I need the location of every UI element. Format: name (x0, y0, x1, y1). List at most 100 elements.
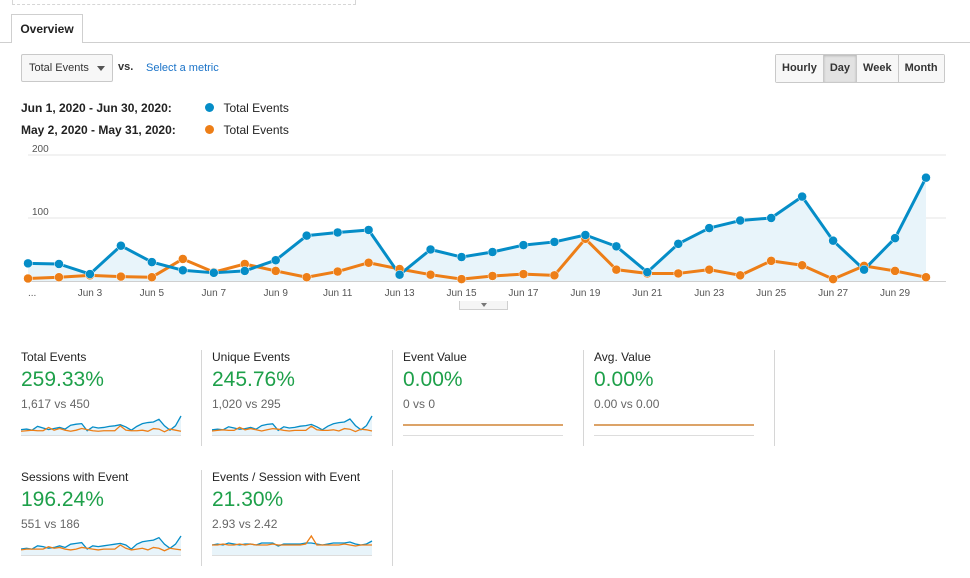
data-point-current[interactable] (85, 269, 95, 279)
data-point-previous[interactable] (147, 272, 157, 282)
tile-events-per-session[interactable]: Events / Session with Event 21.30% 2.93 … (212, 470, 393, 566)
data-point-current[interactable] (518, 240, 529, 250)
chevron-down-icon (97, 66, 105, 71)
sparkline-current (21, 415, 182, 432)
data-point-current[interactable] (425, 244, 436, 255)
data-point-previous[interactable] (766, 256, 776, 266)
data-point-previous[interactable] (116, 271, 126, 282)
granularity-day-button[interactable]: Day (823, 55, 858, 82)
data-point-previous[interactable] (611, 264, 622, 275)
tile-event-value[interactable]: Event Value 0.00% 0 vs 0 (403, 350, 584, 446)
data-point-previous[interactable] (178, 254, 188, 264)
data-point-previous[interactable] (735, 270, 745, 281)
sparkline-area (212, 541, 372, 556)
sparkline (21, 535, 182, 556)
sparkline-current (212, 415, 373, 432)
tile-total-events[interactable]: Total Events 259.33% 1,617 vs 450 (21, 350, 202, 446)
data-point-previous[interactable] (23, 273, 33, 284)
granularity-toggle: Hourly Day Week Month (775, 54, 945, 83)
tab-overview[interactable]: Overview (11, 14, 83, 43)
y-tick-label: 100 (32, 207, 49, 218)
granularity-hourly-button[interactable]: Hourly (776, 55, 824, 82)
data-point-previous[interactable] (332, 266, 343, 277)
data-point-current[interactable] (116, 240, 126, 251)
data-point-previous[interactable] (704, 264, 714, 275)
data-point-previous[interactable] (270, 266, 281, 276)
data-point-current[interactable] (394, 269, 405, 280)
data-point-current[interactable] (332, 227, 343, 238)
data-point-current[interactable] (890, 233, 900, 243)
select-metric-link[interactable]: Select a metric (146, 62, 219, 74)
data-point-current[interactable] (178, 265, 188, 276)
data-point-previous[interactable] (456, 274, 467, 284)
series-area-current (28, 177, 926, 281)
x-tick-label: Jun 13 (385, 288, 415, 299)
x-tick-label: Jun 9 (263, 288, 288, 299)
data-point-current[interactable] (23, 258, 33, 269)
data-point-previous[interactable] (673, 268, 684, 279)
data-point-previous[interactable] (921, 272, 931, 282)
tile-title: Unique Events (212, 350, 291, 364)
legend-range-current: Jun 1, 2020 - Jun 30, 2020: (21, 101, 172, 115)
x-tick-label: Jun 5 (140, 288, 165, 299)
chart-resize-handle[interactable] (459, 301, 508, 310)
granularity-week-button[interactable]: Week (857, 55, 899, 82)
x-tick-label: Jun 11 (323, 288, 353, 299)
data-point-current[interactable] (456, 252, 467, 262)
sparkline-area (21, 536, 181, 556)
data-point-current[interactable] (704, 223, 714, 233)
data-point-current[interactable] (766, 213, 776, 223)
y-tick-label: 200 (32, 145, 49, 155)
metric-select[interactable]: Total Events (21, 54, 113, 82)
data-point-current[interactable] (363, 225, 374, 235)
tile-comparison: 1,020 vs 295 (212, 397, 281, 411)
tile-title: Event Value (403, 350, 467, 364)
tile-comparison: 1,617 vs 450 (21, 397, 90, 411)
x-tick-label: Jun 19 (570, 288, 600, 299)
data-point-current[interactable] (270, 255, 281, 265)
data-point-current[interactable] (580, 230, 591, 240)
data-point-previous[interactable] (301, 272, 312, 282)
data-point-current[interactable] (642, 267, 653, 277)
data-point-current[interactable] (301, 230, 312, 241)
data-point-current[interactable] (611, 241, 622, 252)
data-point-current[interactable] (828, 235, 838, 246)
tile-avg-value[interactable]: Avg. Value 0.00% 0.00 vs 0.00 (594, 350, 775, 446)
tile-comparison: 0 vs 0 (403, 397, 436, 411)
data-point-current[interactable] (147, 257, 157, 267)
data-point-previous[interactable] (518, 269, 529, 279)
data-point-current[interactable] (209, 268, 219, 278)
data-point-current[interactable] (921, 172, 931, 183)
data-point-previous[interactable] (890, 266, 900, 276)
sparkline (403, 424, 563, 436)
data-point-previous[interactable] (797, 260, 807, 270)
data-point-current[interactable] (859, 264, 869, 275)
data-point-previous[interactable] (487, 271, 498, 281)
legend-metric-current: Total Events (223, 101, 289, 115)
data-point-previous[interactable] (363, 257, 374, 268)
data-point-current[interactable] (735, 215, 745, 226)
tile-sessions-with-event[interactable]: Sessions with Event 196.24% 551 vs 186 (21, 470, 202, 566)
data-point-previous[interactable] (54, 272, 64, 282)
x-tick-label: Jun 15 (447, 288, 477, 299)
data-point-previous[interactable] (828, 274, 838, 284)
data-point-current[interactable] (549, 237, 560, 247)
sparkline (21, 415, 182, 436)
metric-select-value: Total Events (29, 62, 89, 74)
data-point-current[interactable] (797, 191, 807, 202)
data-point-current[interactable] (487, 247, 498, 257)
granularity-month-button[interactable]: Month (898, 55, 944, 82)
legend-row-current: Jun 1, 2020 - Jun 30, 2020: Total Events (21, 101, 289, 115)
data-point-current[interactable] (240, 266, 250, 276)
data-point-current[interactable] (54, 259, 64, 269)
data-point-current[interactable] (673, 239, 684, 249)
tile-unique-events[interactable]: Unique Events 245.76% 1,020 vs 295 (212, 350, 393, 446)
caret-down-icon (481, 303, 487, 307)
tile-percent: 196.24% (21, 488, 104, 511)
series-line-current (27, 176, 928, 277)
data-point-previous[interactable] (425, 269, 436, 280)
tile-title: Events / Session with Event (212, 470, 361, 484)
x-tick-label: Jun 7 (202, 288, 227, 299)
x-tick-label: ... (28, 288, 36, 299)
data-point-previous[interactable] (549, 270, 560, 281)
